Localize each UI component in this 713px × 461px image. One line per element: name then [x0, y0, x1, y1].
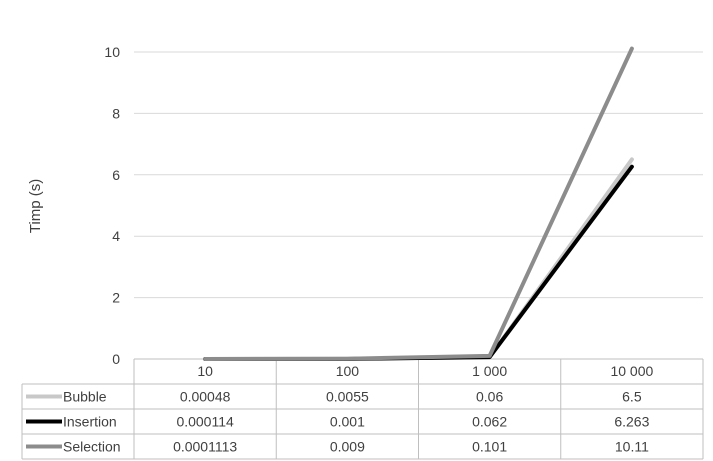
- data-cell: 0.009: [330, 439, 365, 455]
- y-tick-labels: 0 2 4 6 8 10: [104, 44, 120, 367]
- data-cell: 6.263: [614, 414, 649, 430]
- legend-label-selection: Selection: [63, 439, 121, 455]
- y-tick-label: 0: [112, 351, 120, 367]
- data-cell: 0.000114: [176, 414, 234, 430]
- data-cell: 0.101: [472, 439, 507, 455]
- series-lines: [203, 46, 634, 361]
- data-cell: 6.5: [622, 389, 642, 405]
- y-tick-label: 10: [104, 44, 120, 60]
- y-tick-label: 2: [112, 290, 120, 306]
- x-category-label: 100: [336, 363, 360, 379]
- data-cell: 0.06: [476, 389, 503, 405]
- legend-label-bubble: Bubble: [63, 389, 107, 405]
- series-line-selection: [203, 46, 634, 361]
- data-cell: 0.001: [330, 414, 365, 430]
- y-tick-label: 6: [112, 167, 120, 183]
- data-cell: 0.00048: [180, 389, 231, 405]
- y-tick-label: 8: [112, 105, 120, 121]
- x-category-label: 1 000: [472, 363, 507, 379]
- data-cell: 0.062: [472, 414, 507, 430]
- x-category-label: 10 000: [610, 363, 653, 379]
- y-tick-label: 4: [112, 228, 120, 244]
- data-cell: 0.0055: [326, 389, 369, 405]
- legend-label-insertion: Insertion: [63, 414, 117, 430]
- gridlines: [134, 51, 703, 299]
- series-line-insertion: [203, 164, 634, 361]
- data-cell: 10.11: [615, 439, 649, 455]
- data-cell: 0.0001113: [173, 439, 237, 455]
- x-category-label: 10: [197, 363, 213, 379]
- data-table: 10 100 1 000 10 000 Bubble 0.00048 0.0055 0.06 6…: [21, 358, 704, 460]
- y-axis-title: Timp (s): [27, 179, 44, 233]
